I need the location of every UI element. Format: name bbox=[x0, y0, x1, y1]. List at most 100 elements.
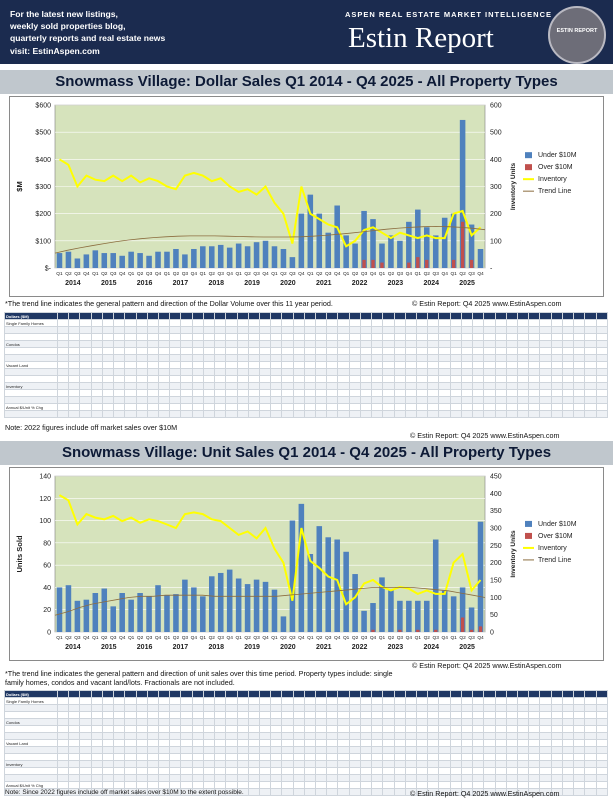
table-cell: Annual $/Unit % Chg bbox=[4, 403, 58, 411]
table-cell bbox=[561, 375, 575, 383]
bar-under-10m bbox=[370, 603, 376, 632]
table-cell bbox=[79, 718, 92, 726]
table-cell bbox=[539, 746, 552, 754]
table-cell bbox=[382, 403, 395, 411]
quarter-label: Q3 bbox=[182, 635, 189, 641]
table-cell bbox=[90, 725, 103, 733]
bar-under-10m bbox=[137, 593, 143, 632]
table-cell bbox=[494, 760, 507, 768]
bar-under-10m bbox=[92, 250, 99, 268]
unit-chart-svg: 0204060801001201400501001502002503003504… bbox=[15, 474, 577, 652]
table-cell bbox=[56, 382, 70, 390]
table-cell bbox=[56, 389, 70, 397]
bar-under-10m bbox=[182, 579, 188, 632]
table-cell bbox=[225, 312, 238, 320]
year-label: 2023 bbox=[388, 644, 404, 651]
table-cell bbox=[584, 739, 597, 747]
table-cell bbox=[371, 774, 384, 782]
table-cell bbox=[382, 312, 395, 320]
table-cell bbox=[337, 354, 350, 362]
table-cell bbox=[315, 760, 328, 768]
table-cell bbox=[371, 340, 384, 348]
table-cell bbox=[561, 319, 575, 327]
table-cell bbox=[573, 333, 586, 341]
table-cell bbox=[326, 389, 339, 397]
y2-tick-label: 400 bbox=[490, 491, 502, 498]
table-cell bbox=[371, 312, 384, 320]
table-cell bbox=[180, 389, 193, 397]
table-cell bbox=[101, 739, 115, 747]
table-cell bbox=[528, 725, 541, 733]
table-cell bbox=[326, 382, 339, 390]
table-cell bbox=[214, 403, 227, 411]
table-cell bbox=[326, 326, 339, 334]
table-cell bbox=[573, 704, 586, 712]
table-cell bbox=[113, 410, 126, 418]
table-cell bbox=[258, 354, 272, 362]
table-cell bbox=[404, 739, 418, 747]
table-cell bbox=[90, 347, 103, 355]
table-cell bbox=[169, 333, 182, 341]
table-cell bbox=[404, 767, 418, 775]
bar-under-10m bbox=[164, 595, 170, 632]
table-cell bbox=[214, 389, 227, 397]
table-cell bbox=[595, 753, 608, 761]
table-cell bbox=[348, 361, 361, 369]
table-cell bbox=[292, 760, 305, 768]
table-cell bbox=[348, 732, 361, 740]
table-cell bbox=[169, 389, 182, 397]
table-cell bbox=[68, 767, 81, 775]
tagline-url[interactable]: visit: EstinAspen.com bbox=[10, 45, 100, 56]
table-cell bbox=[393, 760, 406, 768]
quarter-label: Q3 bbox=[74, 271, 81, 277]
quarter-label: Q4 bbox=[119, 271, 126, 277]
bar-under-10m bbox=[379, 243, 385, 268]
table-cell bbox=[516, 361, 530, 369]
table-cell bbox=[483, 326, 496, 334]
table-cell bbox=[404, 319, 418, 327]
table-cell bbox=[247, 382, 260, 390]
bar-under-10m bbox=[110, 606, 117, 632]
table-cell bbox=[561, 767, 575, 775]
table-cell bbox=[359, 690, 373, 698]
table-cell bbox=[169, 704, 182, 712]
table-cell bbox=[214, 410, 227, 418]
table-cell bbox=[595, 732, 608, 740]
bar-under-10m bbox=[191, 587, 197, 632]
table-cell bbox=[573, 746, 586, 754]
table-cell bbox=[169, 711, 182, 719]
table-cell bbox=[595, 781, 608, 789]
bar-under-10m bbox=[226, 247, 233, 268]
table-cell bbox=[427, 326, 440, 334]
table-cell bbox=[202, 340, 216, 348]
table-cell bbox=[101, 753, 115, 761]
table-cell bbox=[382, 396, 395, 404]
table-cell bbox=[79, 739, 92, 747]
y-tick-label: $400 bbox=[35, 157, 51, 164]
table-cell bbox=[494, 319, 507, 327]
table-cell bbox=[258, 333, 272, 341]
bar-under-10m bbox=[289, 520, 296, 632]
table-cell bbox=[90, 760, 103, 768]
table-cell bbox=[303, 382, 317, 390]
table-cell bbox=[303, 410, 317, 418]
quarter-label: Q1 bbox=[235, 635, 242, 641]
table-cell bbox=[124, 774, 137, 782]
table-cell bbox=[494, 375, 507, 383]
table-cell bbox=[584, 312, 597, 320]
table-cell bbox=[157, 403, 171, 411]
table-cell bbox=[303, 704, 317, 712]
table-cell bbox=[472, 410, 485, 418]
table-cell bbox=[483, 319, 496, 327]
table-cell bbox=[371, 788, 384, 796]
table-cell bbox=[382, 361, 395, 369]
table-row bbox=[4, 725, 608, 733]
table-cell bbox=[90, 739, 103, 747]
table-cell bbox=[550, 781, 563, 789]
table-cell bbox=[449, 382, 462, 390]
table-cell bbox=[79, 375, 92, 383]
table-cell bbox=[516, 319, 530, 327]
table-cell bbox=[438, 774, 451, 782]
brand-logo[interactable]: Estin Report bbox=[348, 22, 494, 54]
year-label: 2021 bbox=[316, 280, 332, 287]
